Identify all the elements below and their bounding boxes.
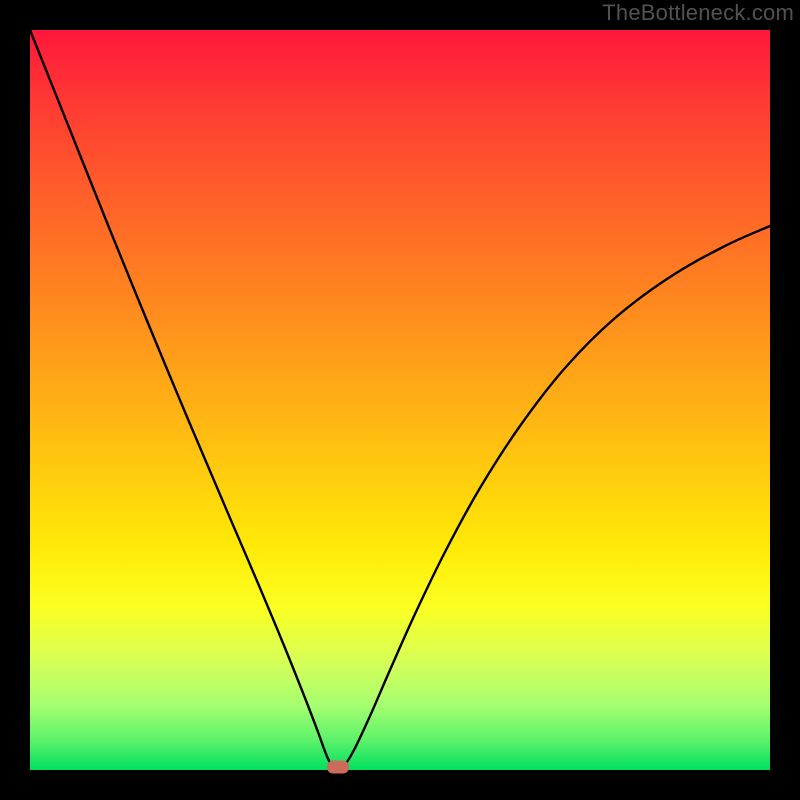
minimum-marker xyxy=(30,30,770,770)
plot-area xyxy=(30,30,770,770)
watermark-text: TheBottleneck.com xyxy=(602,0,794,26)
chart-frame: TheBottleneck.com xyxy=(0,0,800,800)
